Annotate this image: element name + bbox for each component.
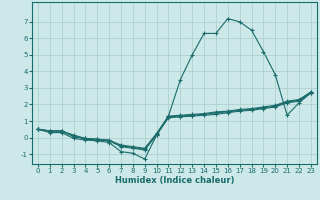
X-axis label: Humidex (Indice chaleur): Humidex (Indice chaleur): [115, 176, 234, 185]
